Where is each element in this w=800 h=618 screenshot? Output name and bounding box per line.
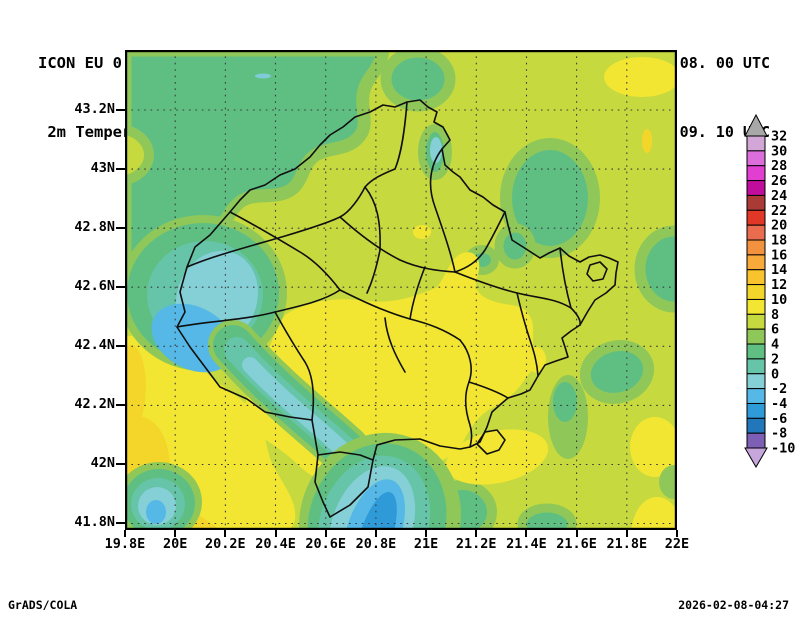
colorbar-segment xyxy=(746,284,766,300)
colorbar-label: 18 xyxy=(771,233,787,249)
y-tick xyxy=(116,109,125,111)
x-tick xyxy=(274,530,277,537)
x-tick xyxy=(575,530,578,537)
x-tick xyxy=(475,530,478,537)
colorbar-segment xyxy=(746,194,766,211)
colorbar-label: -8 xyxy=(771,426,787,442)
colorbar-segment xyxy=(746,135,766,152)
colorbar-label: 28 xyxy=(771,158,787,174)
colorbar-segment xyxy=(746,150,766,167)
x-tick xyxy=(224,530,227,537)
y-axis-label: 42N xyxy=(90,455,115,472)
y-axis-label: 42.2N xyxy=(74,396,115,413)
x-axis-label: 20.4E xyxy=(255,536,296,552)
x-tick xyxy=(625,530,628,537)
x-axis-label: 20E xyxy=(162,536,188,552)
colorbar-label: 22 xyxy=(771,203,787,219)
colorbar-label: 8 xyxy=(771,307,779,323)
colorbar-label: 32 xyxy=(771,129,787,145)
colorbar-label: -4 xyxy=(771,396,787,412)
colorbar-segment xyxy=(746,417,766,434)
x-tick xyxy=(174,530,177,537)
x-tick xyxy=(675,530,678,537)
y-axis-label: 42.4N xyxy=(74,337,115,354)
x-tick xyxy=(525,530,528,537)
colorbar-label: 14 xyxy=(771,262,787,278)
colorbar-label: 30 xyxy=(771,143,787,159)
colorbar-label: 6 xyxy=(771,322,779,338)
colorbar-label: 0 xyxy=(771,366,779,382)
colorbar-label: -2 xyxy=(771,381,787,397)
x-axis-label: 21E xyxy=(413,536,439,552)
creation-timestamp: 2026-02-08-04:27 xyxy=(678,598,789,612)
y-axis-label: 42.6N xyxy=(74,278,115,295)
temperature-map xyxy=(125,50,677,530)
colorbar-label: 16 xyxy=(771,247,787,263)
plot-frame xyxy=(125,50,677,530)
y-axis-label: 42.8N xyxy=(74,219,115,236)
x-axis-label: 19.8E xyxy=(104,536,146,552)
colorbar-label: 2 xyxy=(771,351,779,367)
x-tick xyxy=(374,530,377,537)
y-axis-label: 43N xyxy=(90,160,115,177)
kosovo-borders xyxy=(176,99,619,518)
colorbar-segment xyxy=(746,209,766,226)
y-tick xyxy=(116,168,125,171)
x-axis-label: 20.2E xyxy=(205,536,246,552)
y-tick xyxy=(116,227,125,230)
colorbar-segment xyxy=(746,358,766,375)
colorbar-segment xyxy=(746,328,766,345)
colorbar-label: 26 xyxy=(771,173,787,189)
gridlines xyxy=(125,50,677,530)
colorbar-label: 12 xyxy=(771,277,787,293)
x-tick xyxy=(324,530,327,537)
y-axis-label: 41.8N xyxy=(74,514,115,531)
colorbar-label: 20 xyxy=(771,218,787,234)
x-axis-label: 20.8E xyxy=(355,536,397,552)
colorbar-segment xyxy=(746,343,766,360)
y-axis-label: 43.2N xyxy=(74,101,115,117)
colorbar-segment xyxy=(746,165,766,182)
colorbar-segment xyxy=(746,402,766,419)
x-axis-label: 20.6E xyxy=(305,536,347,552)
colorbar-arrow-bottom xyxy=(744,447,768,469)
x-tick xyxy=(425,530,428,537)
colorbar-segment xyxy=(746,254,766,271)
grads-credit: GrADS/COLA xyxy=(8,598,78,612)
colorbar-segment xyxy=(746,373,766,390)
colorbar-segment xyxy=(746,298,766,315)
colorbar-segment xyxy=(746,432,766,449)
temp-shading xyxy=(125,50,677,530)
y-tick xyxy=(116,286,125,289)
colorbar-label: -6 xyxy=(771,411,787,427)
y-tick xyxy=(116,404,125,407)
colorbar-segment xyxy=(746,269,766,286)
colorbar-label: 24 xyxy=(771,188,787,204)
y-tick xyxy=(116,463,125,466)
colorbar-segment xyxy=(746,388,766,404)
y-tick xyxy=(116,345,125,348)
x-axis-label: 22E xyxy=(664,536,690,552)
colorbar-label: 10 xyxy=(771,292,787,308)
colorbar-segment xyxy=(746,180,766,196)
colorbar-segment xyxy=(746,313,766,330)
x-axis-label: 21.4E xyxy=(506,536,547,552)
colorbar-label: -10 xyxy=(771,441,795,457)
colorbar-label: 4 xyxy=(771,337,779,353)
colorbar-arrow-top xyxy=(744,113,768,137)
x-axis-label: 21.8E xyxy=(606,536,648,552)
colorbar-segment xyxy=(746,224,766,241)
x-tick xyxy=(124,530,126,537)
x-axis-label: 21.2E xyxy=(455,536,497,552)
x-axis-label: 21.6E xyxy=(556,536,597,552)
y-tick xyxy=(116,522,125,525)
colorbar-segment xyxy=(746,239,766,256)
